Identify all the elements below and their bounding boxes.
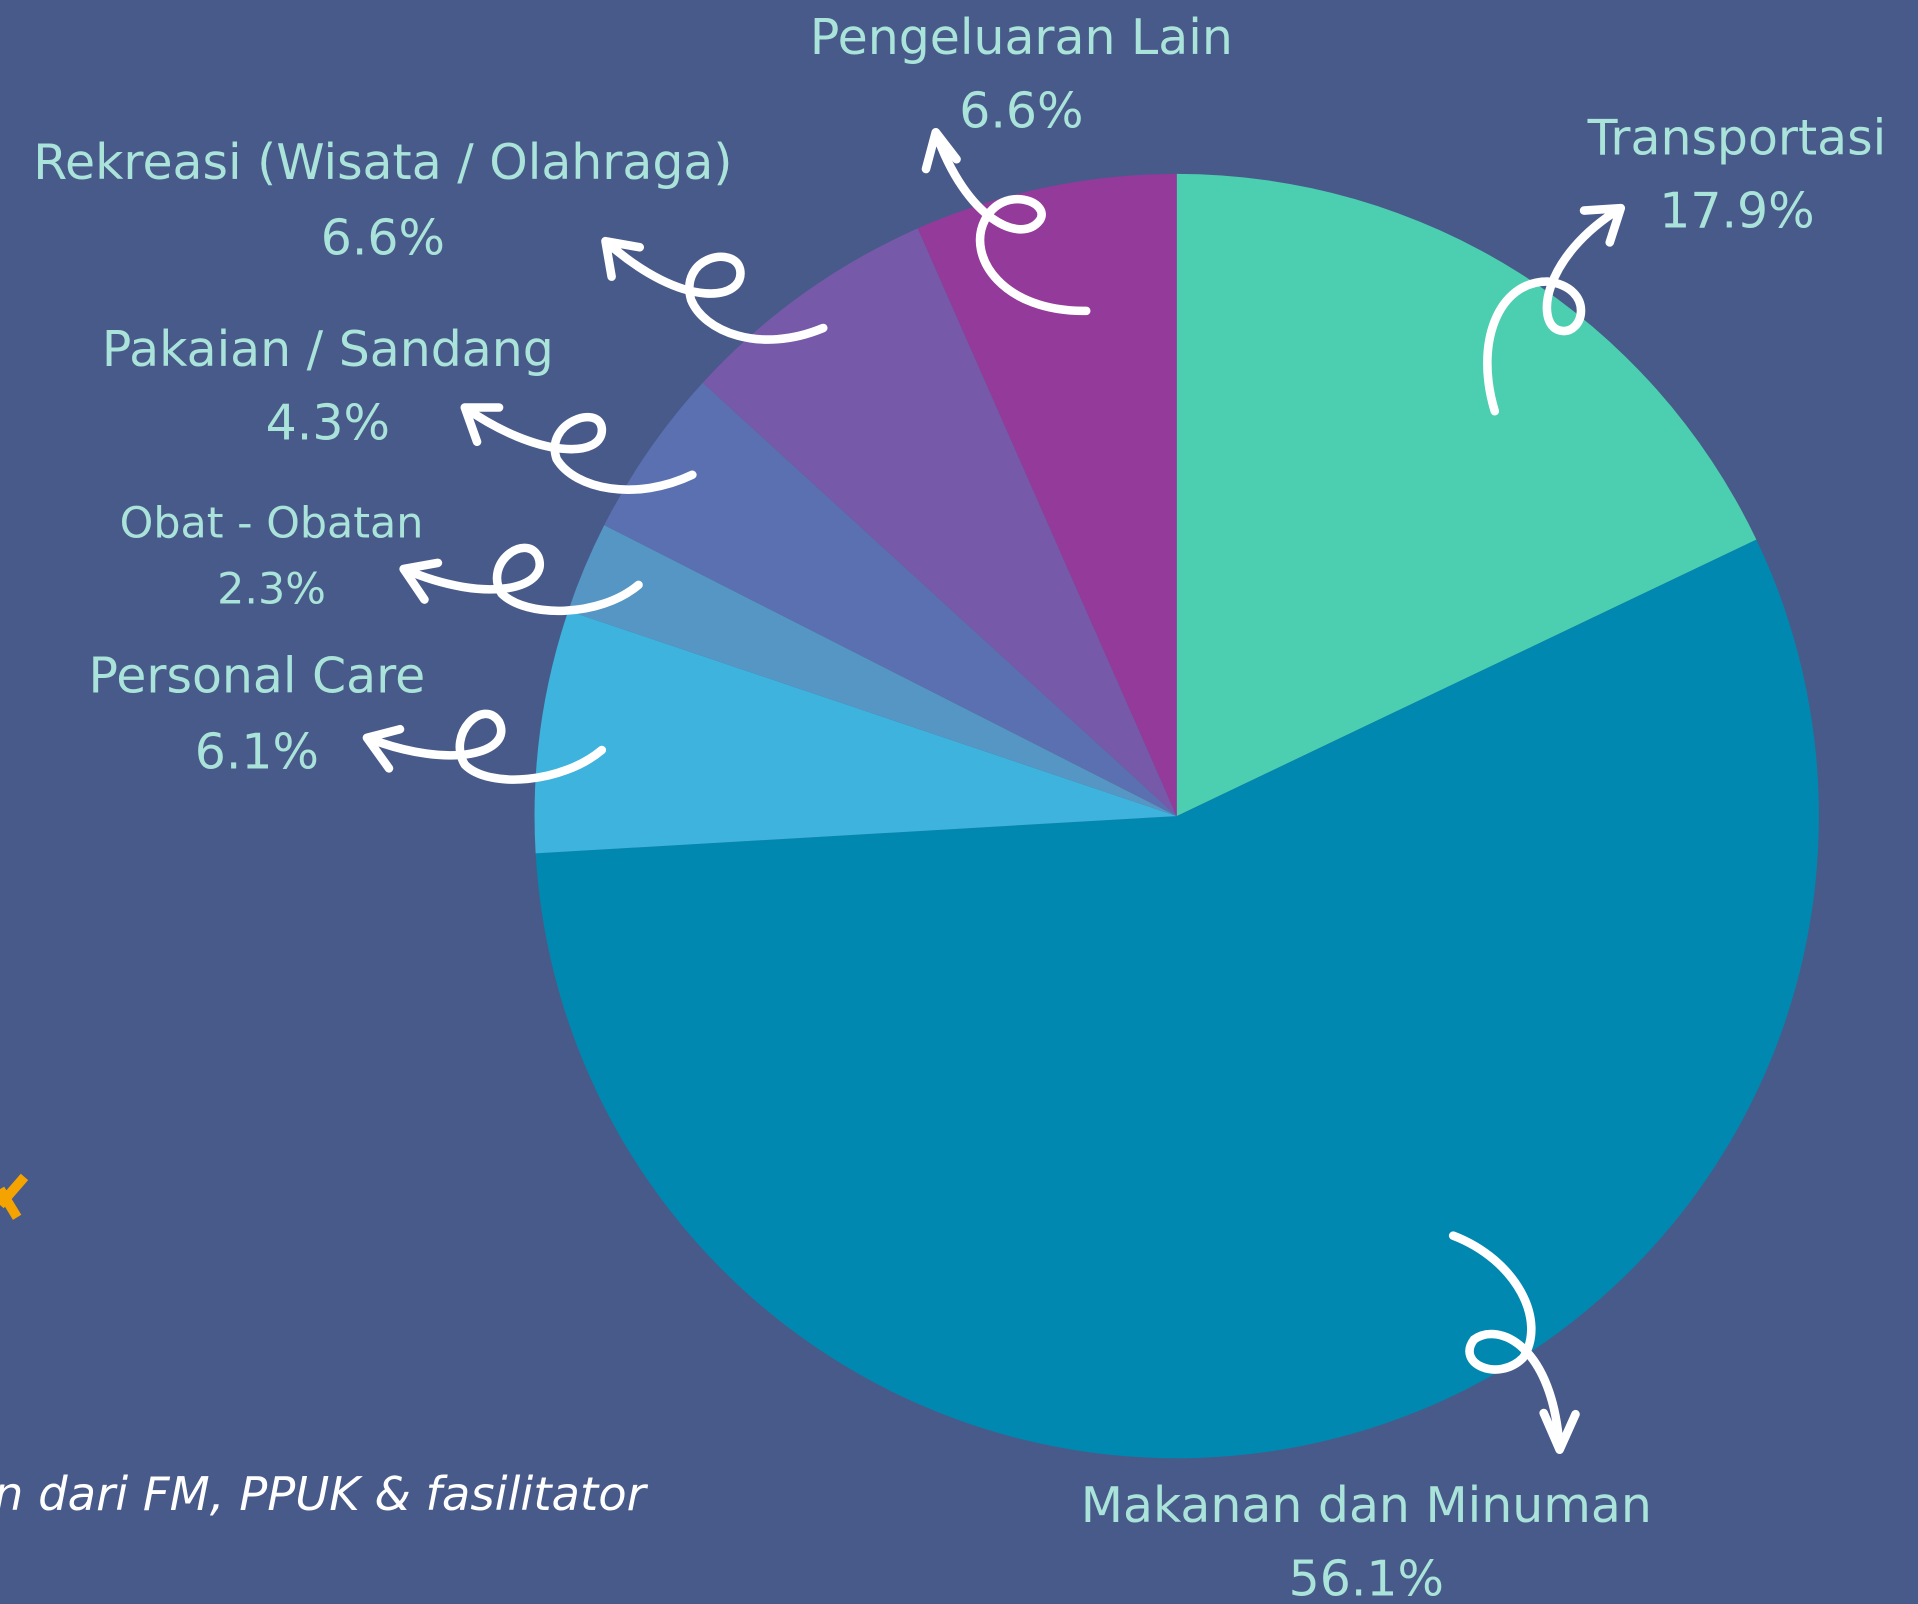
pie-slice: [1176, 173, 1757, 817]
slice-value: 6.6%: [959, 82, 1083, 139]
decoration: [0, 1173, 29, 1220]
arrow: [460, 403, 697, 494]
arrow: [399, 543, 643, 616]
arrow: [362, 709, 607, 784]
arrow: [601, 236, 828, 344]
slice-label: Obat - Obatan: [120, 499, 424, 549]
slice-value: 2.3%: [217, 565, 326, 615]
slice-value: 17.9%: [1659, 183, 1814, 240]
arrow: [1483, 203, 1626, 416]
slice-label: Makanan dan Minuman: [1081, 1477, 1652, 1534]
pie-slice: [568, 525, 1177, 817]
pie-slice: [604, 382, 1177, 817]
slice-label: Pakaian / Sandang: [102, 321, 554, 378]
slice-label: Rekreasi (Wisata / Olahraga): [33, 134, 732, 191]
slice-value: 4.3%: [266, 394, 390, 451]
pie-slice: [702, 228, 1177, 817]
pie-slice: [917, 173, 1177, 817]
slice-label: Pengeluaran Lain: [810, 9, 1233, 66]
arrow: [1448, 1231, 1580, 1454]
slice-label: Transportasi: [1587, 109, 1887, 166]
arrow: [921, 128, 1091, 316]
slice-value: 6.6%: [321, 210, 445, 267]
pie-slice: [534, 610, 1177, 854]
slice-value: 56.1%: [1289, 1550, 1444, 1604]
labels: Transportasi 17.9% Makanan dan Minuman 56.1…: [33, 9, 1886, 1604]
source-note: n dari FM, PPUK & fasilitator: [0, 1467, 649, 1521]
pie: [534, 173, 1819, 1459]
slice-label: Personal Care: [89, 648, 426, 705]
arrows: [0, 128, 1626, 1454]
slice-value: 6.1%: [195, 723, 319, 780]
pie-slice: [535, 539, 1819, 1459]
